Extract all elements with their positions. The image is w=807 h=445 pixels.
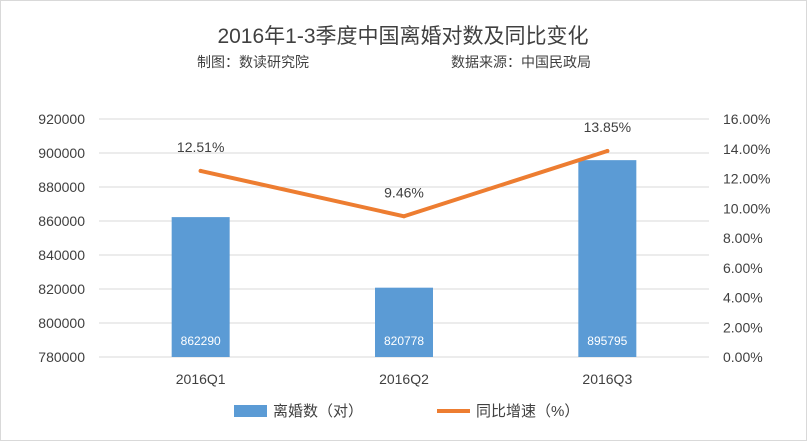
y-right-tick-label: 10.00%: [723, 200, 770, 216]
y-left-tick-label: 800000: [38, 315, 85, 331]
line-point: [198, 168, 203, 173]
y-right-tick-label: 8.00%: [723, 230, 763, 246]
bar-data-label: 862290: [181, 334, 221, 348]
axes: 780000 800000 820000 840000 860000 880000 9000…: [38, 111, 770, 387]
bar: [578, 160, 637, 357]
line-series: 12.51% 9.46% 13.85%: [177, 119, 631, 219]
y-right-tick-label: 4.00%: [723, 290, 763, 306]
line-data-label: 9.46%: [384, 184, 424, 200]
y-right-tick-label: 16.00%: [723, 111, 770, 127]
y-left-tick-label: 780000: [38, 349, 85, 365]
y-right-tick-label: 12.00%: [723, 171, 770, 187]
producer-note: 制图：数读研究院: [197, 54, 309, 70]
legend-bar-swatch: [234, 405, 267, 417]
line-data-label: 13.85%: [584, 119, 631, 135]
x-tick-label: 2016Q1: [176, 371, 226, 387]
y-left-tick-label: 920000: [38, 111, 85, 127]
x-tick-label: 2016Q2: [379, 371, 429, 387]
y-left-tick-label: 840000: [38, 247, 85, 263]
y-left-tick-label: 900000: [38, 145, 85, 161]
line-point: [605, 148, 610, 153]
bar-series: 862290 820778 895795: [171, 160, 637, 357]
y-left-tick-label: 820000: [38, 281, 85, 297]
legend-line-label: 同比增速（%）: [476, 403, 579, 420]
bar-data-label: 895795: [587, 334, 627, 348]
y-right-tick-label: 0.00%: [723, 349, 763, 365]
x-tick-label: 2016Q3: [582, 371, 632, 387]
y-right-tick-label: 2.00%: [723, 319, 763, 335]
chart-title: 2016年1-3季度中国离婚对数及同比变化: [217, 25, 588, 48]
legend: 离婚数（对） 同比增速（%）: [234, 403, 579, 420]
line-data-label: 12.51%: [177, 139, 224, 155]
legend-bar-label: 离婚数（对）: [273, 403, 363, 420]
y-right-tick-label: 14.00%: [723, 141, 770, 157]
bar: [375, 287, 433, 357]
y-left-tick-label: 860000: [38, 213, 85, 229]
line-point: [402, 214, 406, 219]
bar: [171, 217, 230, 357]
source-note: 数据来源：中国民政局: [451, 54, 591, 70]
y-right-tick-label: 6.00%: [723, 260, 763, 276]
y-left-tick-label: 880000: [38, 179, 85, 195]
bar-data-label: 820778: [384, 334, 424, 348]
